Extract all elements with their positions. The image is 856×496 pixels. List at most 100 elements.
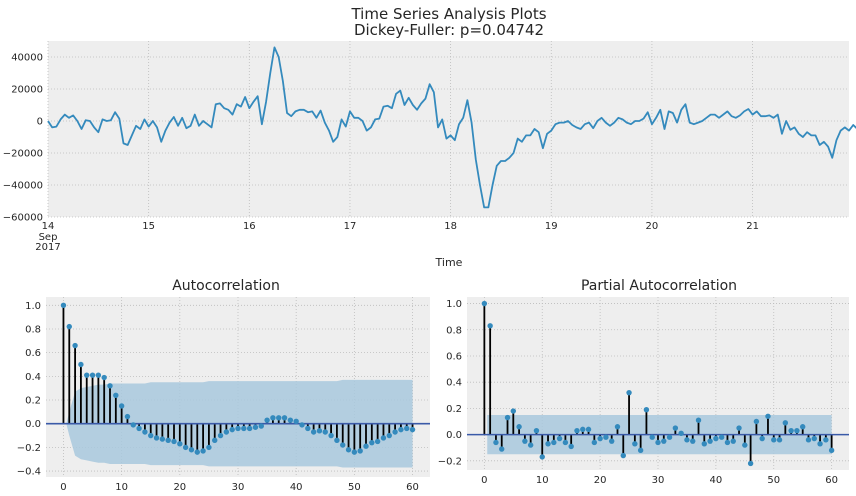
acf-point	[299, 422, 305, 428]
acf-point	[130, 422, 136, 428]
acf-point	[386, 432, 392, 439]
pacf-point	[597, 435, 603, 442]
pacf-point	[695, 417, 702, 423]
pacf-point	[678, 430, 684, 437]
acf-point	[281, 415, 288, 421]
pacf-y-tick-label: −0.2	[438, 456, 462, 467]
pacf-x-tick-label: 0	[481, 475, 487, 486]
pacf-x-tick-label: 60	[825, 475, 838, 486]
pacf-x-tick-label: 20	[594, 475, 607, 486]
acf-x-tick-label: 40	[290, 482, 303, 493]
pacf-point	[545, 441, 551, 447]
pacf-point	[742, 442, 748, 448]
acf-point	[305, 425, 311, 432]
acf-point	[124, 413, 131, 420]
acf-y-tick-label: −0.4	[17, 467, 41, 478]
pacf-x-tick-label: 50	[767, 475, 780, 486]
acf-y-tick-label: 0.0	[25, 419, 41, 430]
pacf-point	[736, 425, 742, 431]
pacf-point	[753, 418, 760, 425]
pacf-point	[516, 424, 522, 430]
time-series-x-tick-sublabel: 2017	[35, 242, 60, 253]
acf-point	[404, 425, 410, 432]
pacf-point	[666, 434, 673, 440]
pacf-point	[730, 438, 736, 444]
pacf-point	[533, 427, 540, 434]
pacf-point	[527, 442, 534, 448]
pacf-point	[510, 408, 517, 414]
time-series-y-tick-label: 40000	[11, 53, 43, 64]
pacf-point	[823, 437, 829, 443]
pacf-point	[643, 407, 650, 413]
main-subtitle: Dickey-Fuller: p=0.04742	[354, 21, 544, 39]
acf-y-tick-label: 0.8	[25, 324, 41, 335]
acf-point	[72, 342, 78, 349]
acf-point	[229, 426, 235, 433]
time-series-y-tick-label: −60000	[3, 213, 43, 224]
acf-point	[212, 437, 218, 443]
pacf-point	[805, 437, 812, 443]
pacf-point	[782, 420, 789, 426]
acf-point	[276, 415, 282, 421]
acf-point	[95, 372, 102, 378]
acf-point	[136, 425, 142, 432]
acf-y-tick-label: 0.6	[25, 348, 41, 359]
acf-point	[153, 435, 160, 441]
acf-point	[270, 415, 276, 421]
acf-point	[264, 417, 270, 423]
acf-point	[345, 447, 352, 453]
time-series-x-tick-label: 18	[444, 221, 457, 232]
pacf-y-tick-label: 0.6	[446, 351, 462, 362]
acf-point	[171, 438, 177, 445]
acf-point	[357, 448, 363, 454]
time-series-x-tick-label: 14	[42, 221, 55, 232]
time-series-x-tick-label: 20	[646, 221, 659, 232]
acf-x-tick-label: 20	[173, 482, 186, 493]
pacf-point	[614, 424, 621, 430]
pacf-y-tick-label: 0.0	[446, 430, 462, 441]
pacf-y-tick-label: 1.0	[446, 299, 462, 310]
pacf-point	[776, 437, 783, 443]
acf-point	[351, 449, 358, 455]
pacf-point	[649, 434, 655, 440]
pacf-point	[632, 441, 638, 447]
acf-point	[188, 447, 195, 453]
pacf-point	[637, 447, 644, 454]
pacf-point	[487, 323, 493, 329]
acf-x-tick-label: 0	[60, 482, 66, 493]
acf-point	[148, 432, 154, 439]
pacf-x-tick-label: 40	[710, 475, 723, 486]
pacf-point	[493, 439, 499, 446]
acf-point	[84, 372, 90, 378]
acf-point	[217, 432, 224, 439]
pacf-point	[580, 426, 586, 433]
partial-autocorrelation-plot: 1.0 0.8 0.6 0.4 0.2 0.0 −0.2 0 10 20 30 40 50 60	[438, 297, 849, 486]
acf-point	[200, 448, 206, 454]
pacf-point	[747, 460, 754, 467]
time-series-x-tick-label: 16	[243, 221, 256, 232]
autocorrelation-plot: 1.0 0.8 0.6 0.4 0.2 0.0 −0.2 −0.4 0 10 20 30 40 50 60	[17, 297, 430, 493]
time-series-x-label: Time	[435, 256, 463, 269]
pacf-point	[724, 439, 731, 446]
pacf-point	[759, 435, 765, 442]
acf-point	[206, 444, 212, 451]
pacf-point	[655, 439, 661, 446]
pacf-point	[765, 413, 771, 419]
pacf-point	[522, 438, 528, 444]
acf-point	[293, 418, 299, 425]
acf-y-tick-label: −0.2	[17, 443, 41, 454]
pacf-point	[556, 435, 563, 442]
time-series-y-tick-label: 20000	[11, 85, 43, 96]
acf-point	[310, 429, 317, 435]
pacf-point	[684, 437, 690, 443]
acf-point	[60, 302, 67, 308]
time-series-y-tick-label: −20000	[3, 149, 43, 160]
pacf-point	[626, 389, 632, 396]
acf-point	[258, 423, 264, 429]
acf-point	[363, 443, 369, 449]
pacf-point	[713, 435, 719, 442]
pacf-point	[481, 300, 488, 307]
pacf-point	[539, 454, 545, 460]
time-series-axes-background	[48, 41, 849, 217]
